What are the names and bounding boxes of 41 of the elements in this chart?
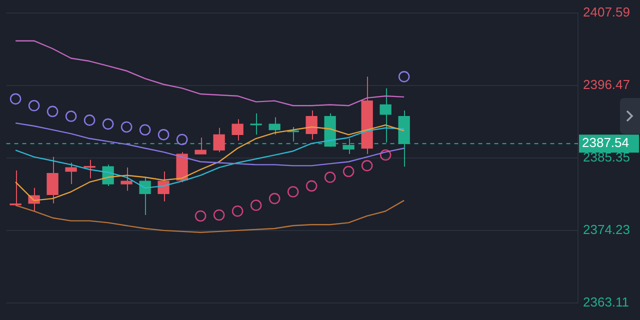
candlestick — [10, 170, 22, 206]
ref-line-label: 2387.54 — [582, 135, 629, 150]
candlestick — [306, 110, 318, 140]
y-tick-label: 2385.35 — [583, 149, 630, 164]
y-tick-label: 2374.23 — [583, 222, 630, 238]
candlestick — [250, 112, 262, 136]
point — [139, 124, 151, 136]
candlestick — [139, 176, 151, 216]
point — [102, 118, 114, 130]
point — [361, 160, 373, 172]
candlestick — [158, 170, 170, 202]
point — [28, 100, 40, 112]
y-tick-label: 2396.47 — [583, 76, 630, 92]
point — [120, 121, 132, 133]
point — [46, 106, 58, 118]
point — [250, 200, 262, 211]
point — [65, 110, 77, 122]
point — [194, 210, 206, 222]
point — [287, 186, 299, 198]
candlestick — [232, 118, 244, 141]
point — [306, 180, 318, 192]
point — [158, 129, 170, 140]
candlestick — [46, 156, 58, 204]
candlestick — [65, 162, 77, 184]
candlestick — [84, 159, 96, 179]
point — [268, 192, 280, 204]
point — [84, 114, 96, 126]
point — [232, 205, 244, 217]
candlestick — [194, 137, 206, 155]
point — [342, 166, 354, 178]
point — [398, 71, 410, 82]
candlestick — [120, 167, 132, 192]
point — [324, 172, 336, 183]
candlestick — [213, 127, 225, 153]
point — [213, 209, 225, 221]
candlestick — [268, 116, 280, 136]
point — [176, 134, 188, 146]
point — [10, 93, 22, 105]
y-tick-label: 2407.59 — [583, 4, 630, 20]
y-tick-label: 2363.11 — [583, 294, 630, 310]
point — [380, 149, 392, 161]
